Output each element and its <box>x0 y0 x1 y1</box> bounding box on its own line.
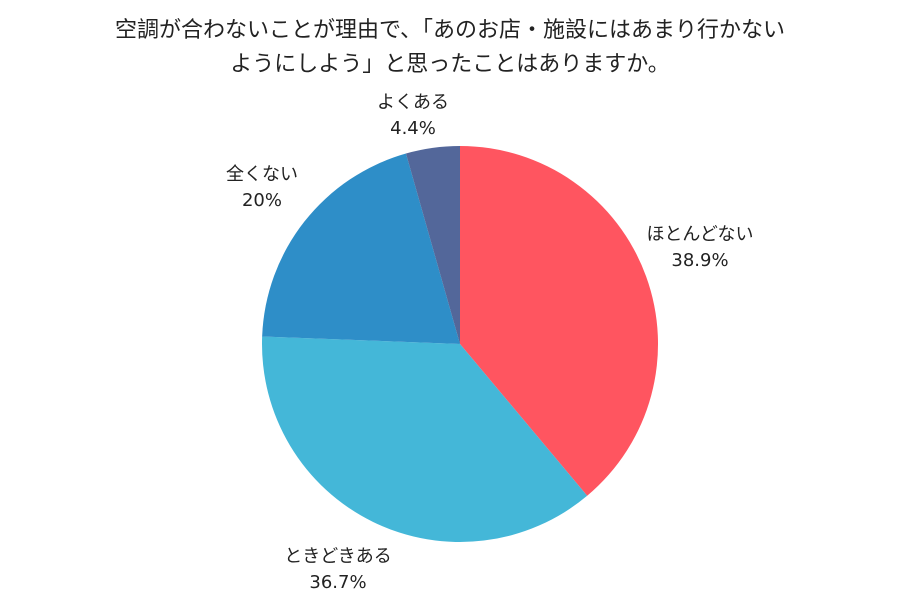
slice-value-label-3: 4.4% <box>390 118 436 139</box>
slice-value-label-2: 20% <box>242 190 282 211</box>
slice-label-1: ときどきある <box>284 546 391 567</box>
slice-value-label-1: 36.7% <box>309 572 366 593</box>
slice-label-0: ほとんどない <box>646 224 753 245</box>
slice-label-2: 全くない <box>226 164 298 185</box>
chart-title-line-2: ようにしよう」と思ったことはありますか。 <box>230 52 670 77</box>
pie-slice-3 <box>405 146 460 344</box>
pie-slice-0 <box>460 146 659 496</box>
pie-slice-2 <box>262 153 460 344</box>
slice-label-3: よくある <box>377 92 449 113</box>
chart-title: 空調が合わないことが理由で、「あのお店・施設にはあまり行かない ようにしよう」と… <box>0 14 900 82</box>
pie-slice-1 <box>261 336 588 543</box>
slice-value-label-0: 38.9% <box>671 250 728 271</box>
chart-title-line-1: 空調が合わないことが理由で、「あのお店・施設にはあまり行かない <box>114 18 786 43</box>
